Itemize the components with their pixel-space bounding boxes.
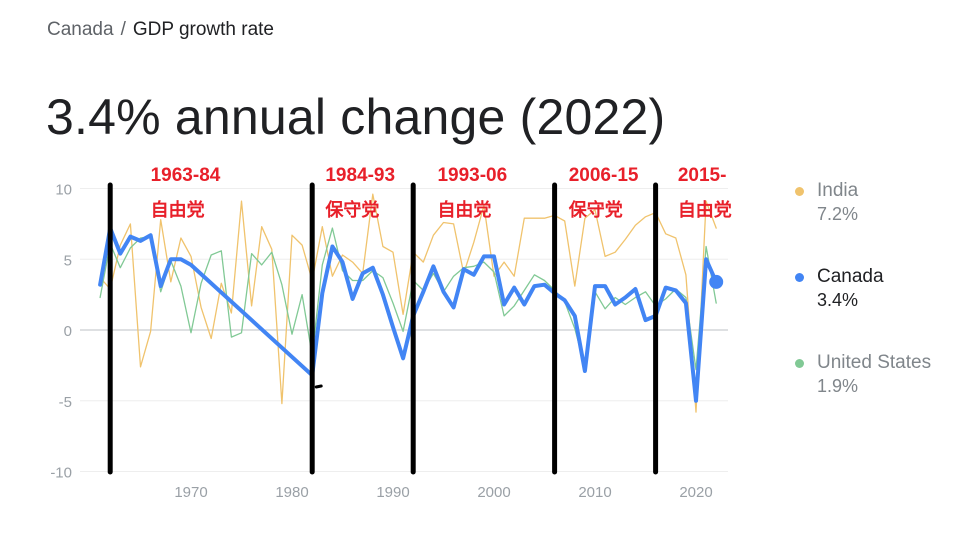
legend-dot-india: [795, 187, 804, 196]
series-line-canada: [98, 226, 719, 403]
era-party-label: 自由党: [151, 199, 205, 221]
era-years-label: 1963-84: [151, 165, 221, 186]
era-years-label: 2015-: [678, 165, 727, 186]
y-tick-label: -10: [50, 465, 72, 482]
legend-item-canada[interactable]: Canada 3.4%: [795, 266, 965, 312]
y-tick-label: 10: [55, 182, 72, 199]
x-tick-label: 2020: [679, 484, 712, 501]
divider-tick-mark: [314, 384, 323, 389]
legend-value-india: 7.2%: [817, 204, 859, 224]
breadcrumb-separator: /: [120, 19, 126, 40]
era-party-label: 保守党: [568, 199, 623, 221]
breadcrumb-current: GDP growth rate: [132, 19, 274, 40]
y-tick-label: 5: [64, 252, 72, 269]
breadcrumb-parent-link[interactable]: Canada: [47, 19, 114, 40]
legend-item-united-states[interactable]: United States 1.9%: [795, 352, 965, 398]
legend-dot-united-states: [795, 359, 804, 368]
series-end-marker-canada: [709, 274, 724, 289]
legend-dot-canada: [795, 273, 804, 282]
era-party-label: 保守党: [324, 199, 379, 221]
page-title: 3.4% annual change (2022): [46, 89, 666, 145]
x-tick-label: 2010: [578, 484, 611, 501]
legend-name-united-states: United States: [817, 352, 932, 373]
y-tick-label: -5: [59, 394, 72, 411]
legend-value-canada: 3.4%: [817, 290, 859, 310]
legend-name-india: India: [817, 180, 859, 201]
era-party-label: 自由党: [437, 199, 491, 221]
chart-legend: India 7.2% Canada 3.4% United States 1.9…: [795, 180, 965, 438]
x-tick-label: 1990: [376, 484, 409, 501]
x-tick-label: 1980: [275, 484, 308, 501]
era-years-label: 2006-15: [569, 165, 639, 186]
x-tick-label: 1970: [174, 484, 207, 501]
era-years-label: 1984-93: [325, 165, 395, 186]
era-party-label: 自由党: [678, 199, 732, 221]
y-tick-label: 0: [64, 323, 72, 340]
legend-item-india[interactable]: India 7.2%: [795, 180, 965, 226]
series-line-india: [99, 193, 717, 413]
x-tick-label: 2000: [477, 484, 510, 501]
era-years-label: 1993-06: [437, 165, 507, 186]
legend-value-united-states: 1.9%: [817, 376, 859, 396]
legend-name-canada: Canada: [817, 266, 884, 287]
breadcrumb: Canada / GDP growth rate: [47, 19, 274, 41]
